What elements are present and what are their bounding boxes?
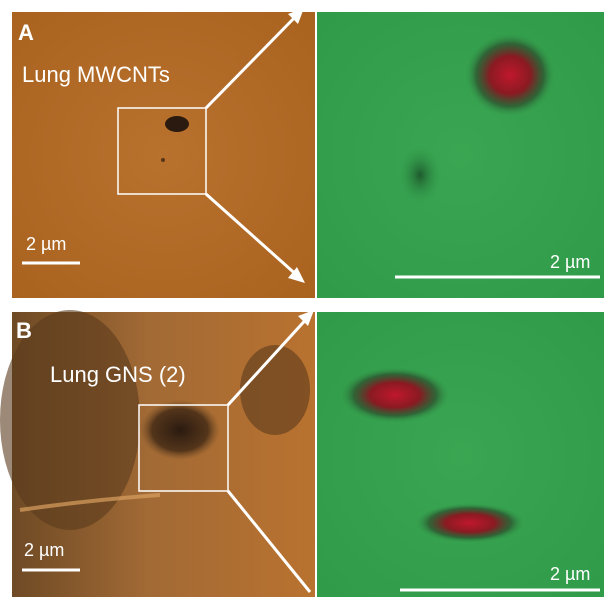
arrow [204, 10, 302, 110]
scale-label: 2 µm [550, 564, 590, 584]
sample-label: Lung MWCNTs [22, 62, 170, 87]
panel-b: B Lung GNS (2) 2 µm 2 µm [0, 310, 604, 597]
hotspot [465, 33, 555, 117]
hotspot [415, 503, 525, 543]
hotspot [340, 367, 450, 423]
zoom-box [138, 404, 229, 492]
raman-map [317, 12, 604, 298]
sample-label: Lung GNS (2) [50, 362, 186, 387]
scale-label: 2 µm [550, 252, 590, 272]
scale-label: 2 µm [24, 540, 64, 560]
particle [140, 400, 220, 460]
arrow [205, 192, 301, 280]
arrowhead [298, 310, 314, 326]
particle [161, 158, 165, 162]
tissue [0, 310, 140, 530]
raman-map [317, 312, 604, 597]
panel-a: A Lung MWCNTs 2 µm 2 µm [12, 8, 604, 298]
panel-label: B [16, 318, 32, 343]
arrow [226, 313, 312, 407]
zoom-box [117, 107, 207, 195]
panel-label: A [18, 20, 34, 45]
arrowhead [288, 267, 305, 283]
tissue-fiber [19, 493, 161, 512]
tissue [240, 345, 310, 435]
spot [398, 145, 442, 205]
scale-label: 2 µm [26, 234, 66, 254]
arrowhead [288, 8, 304, 24]
particle [165, 116, 189, 132]
arrow [226, 490, 312, 593]
micrograph [12, 12, 315, 298]
